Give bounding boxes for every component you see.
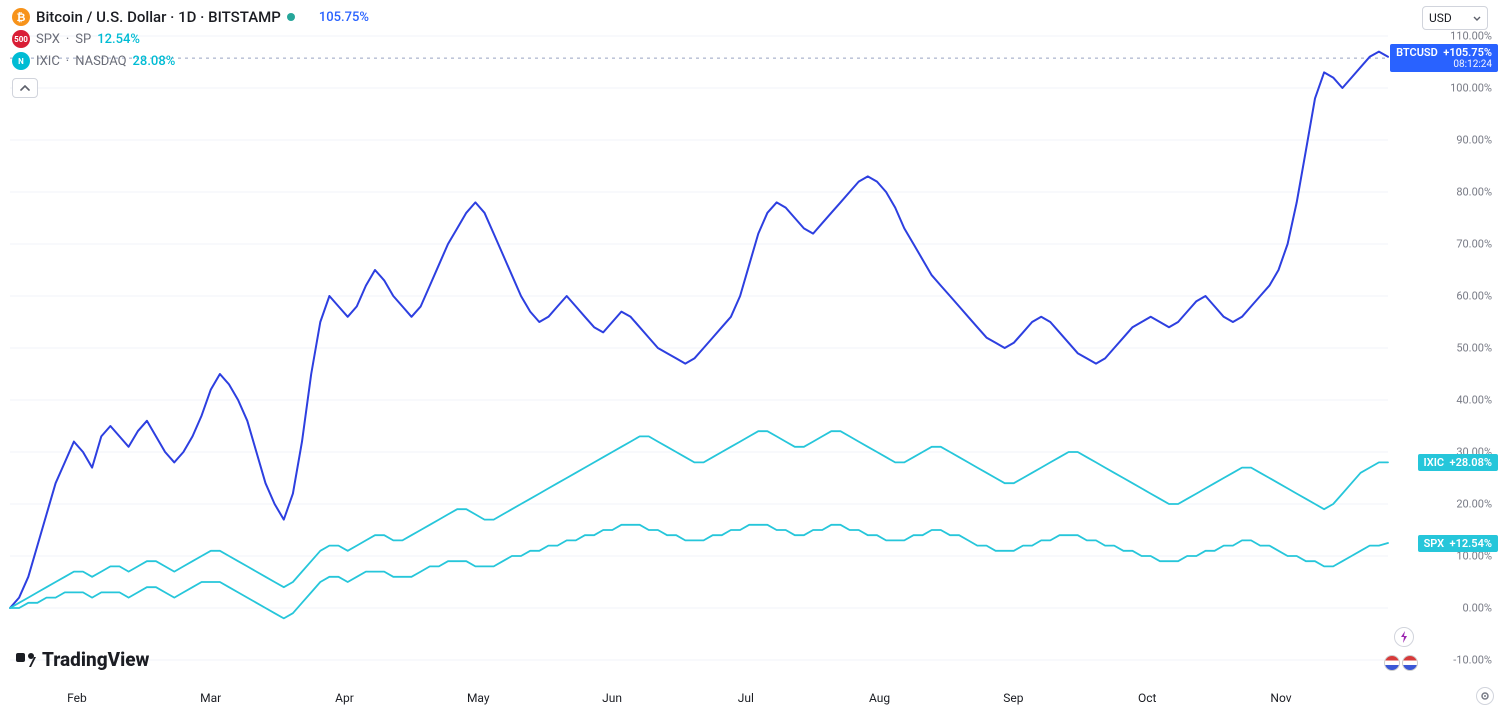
chevron-down-icon — [1473, 16, 1481, 21]
chart-root: -10.00%0.00%10.00%20.00%30.00%40.00%50.0… — [0, 0, 1500, 711]
ixic-icon: N — [12, 52, 30, 70]
market-status-dot — [287, 13, 295, 21]
legend-row-primary[interactable]: ₿ Bitcoin / U.S. Dollar · 1D · BITSTAMP … — [12, 6, 1488, 28]
chart-area[interactable]: -10.00%0.00%10.00%20.00%30.00%40.00%50.0… — [0, 0, 1500, 711]
spx-symbol: SPX — [36, 32, 60, 47]
flag-icon — [1384, 655, 1400, 671]
legend-row-spx[interactable]: 500 SPX · SP 12.54% — [12, 28, 1488, 50]
spx-pct: 12.54% — [97, 32, 140, 47]
ixic-pct: 28.08% — [133, 54, 176, 69]
price-label-ixic: IXIC +28.08% — [1418, 454, 1498, 471]
instrument-title: Bitcoin / U.S. Dollar · 1D · BITSTAMP — [36, 8, 281, 26]
settings-gear-icon[interactable] — [1476, 687, 1494, 705]
flag-icons[interactable] — [1384, 655, 1418, 671]
bitcoin-icon: ₿ — [12, 8, 30, 26]
collapse-legend-button[interactable] — [12, 78, 38, 98]
spx-icon: 500 — [12, 30, 30, 48]
primary-pct: 105.75% — [319, 10, 369, 25]
flag-icon — [1402, 655, 1418, 671]
tradingview-watermark: TradingView — [16, 648, 149, 671]
legend-row-ixic[interactable]: N IXIC · NASDAQ 28.08% — [12, 50, 1488, 72]
y-axis: -10.00%0.00%10.00%20.00%30.00%40.00%50.0… — [1418, 0, 1500, 660]
currency-value: USD — [1429, 11, 1452, 25]
ixic-symbol: IXIC — [36, 54, 60, 69]
flash-icon[interactable] — [1394, 627, 1414, 647]
tradingview-logo-icon — [16, 653, 38, 667]
x-axis: FebMarAprMayJunJulAugSepOctNov — [0, 683, 1388, 705]
price-label-spx: SPX +12.54% — [1418, 535, 1498, 552]
chart-header: ₿ Bitcoin / U.S. Dollar · 1D · BITSTAMP … — [12, 6, 1488, 98]
currency-select[interactable]: USD — [1422, 6, 1488, 30]
plot-svg — [0, 0, 1500, 711]
spx-source: SP — [75, 32, 91, 47]
ixic-source: NASDAQ — [75, 54, 126, 69]
chevron-up-icon — [20, 85, 30, 91]
